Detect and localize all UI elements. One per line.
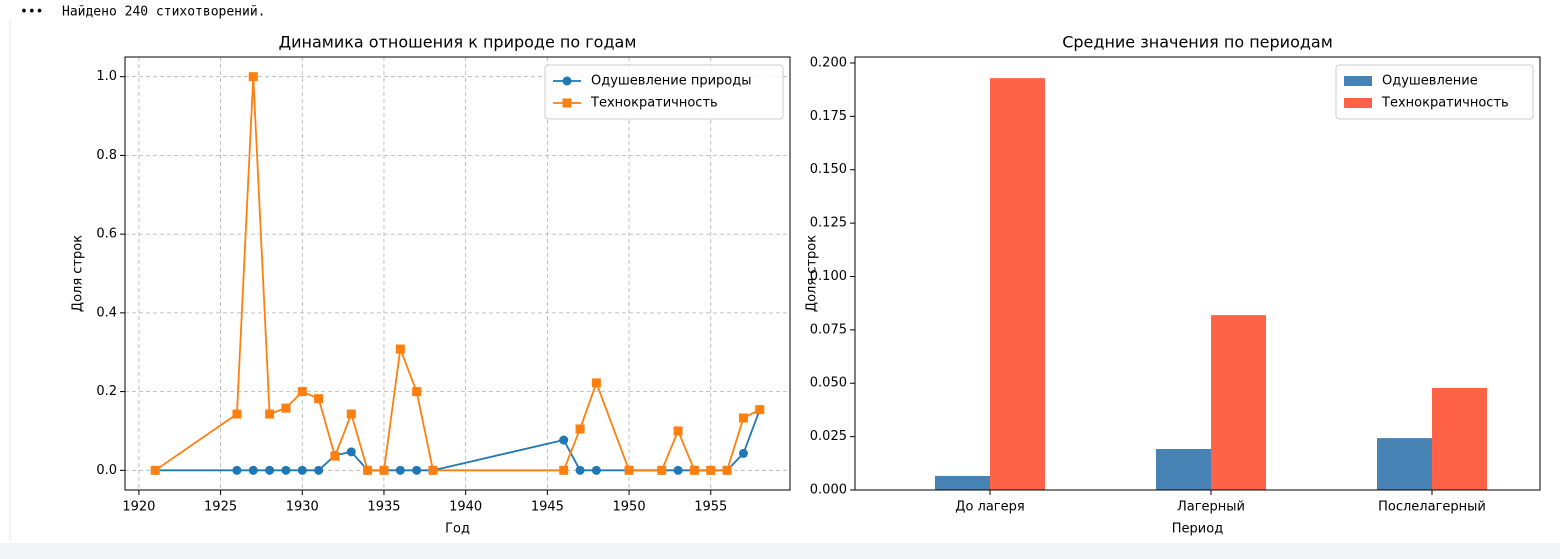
marker xyxy=(591,378,601,388)
marker xyxy=(265,409,275,419)
marker xyxy=(722,465,732,475)
marker xyxy=(673,465,683,475)
x-tick-label: 1920 xyxy=(122,500,155,515)
bar xyxy=(1156,449,1211,490)
chart-title: Средние значения по периодам xyxy=(1062,33,1333,52)
x-axis-label: Год xyxy=(445,522,470,537)
x-tick-label: 1950 xyxy=(613,500,646,515)
marker xyxy=(281,403,291,413)
legend-label: Технократичность xyxy=(1381,96,1509,111)
marker xyxy=(591,465,601,475)
marker xyxy=(297,465,307,475)
y-tick-label: 0.050 xyxy=(810,376,847,391)
y-tick-label: 0.4 xyxy=(96,305,117,320)
chart-title: Динамика отношения к природе по годам xyxy=(279,33,637,52)
marker xyxy=(575,424,585,434)
marker xyxy=(575,465,585,475)
marker xyxy=(314,394,324,404)
y-axis-label: Доля строк xyxy=(71,235,86,312)
marker xyxy=(297,387,307,397)
y-axis-label: Доля строк xyxy=(805,235,820,312)
bar xyxy=(990,78,1045,490)
y-tick-label: 0.150 xyxy=(810,162,847,177)
marker xyxy=(346,409,356,419)
marker xyxy=(412,387,422,397)
x-tick-label: Послелагерный xyxy=(1378,500,1486,515)
y-tick-label: 0.2 xyxy=(96,384,117,399)
y-tick-label: 0.100 xyxy=(810,269,847,284)
legend-box xyxy=(1335,64,1534,120)
legend-swatch xyxy=(1344,98,1372,108)
y-tick-label: 0.025 xyxy=(810,429,847,444)
output-text: Найдено 240 стихотворений. xyxy=(62,5,266,20)
marker xyxy=(657,465,667,475)
marker xyxy=(281,465,291,475)
marker xyxy=(346,447,356,457)
axes-frame xyxy=(124,56,791,491)
y-tick-label: 0.8 xyxy=(96,148,117,163)
y-tick-label: 0.125 xyxy=(810,216,847,231)
marker xyxy=(559,435,569,445)
legend-marker xyxy=(562,76,572,86)
axes-frame xyxy=(854,56,1541,491)
marker xyxy=(412,465,422,475)
x-tick-label: 1925 xyxy=(204,500,237,515)
y-tick-label: 0.175 xyxy=(810,109,847,124)
marker xyxy=(624,465,634,475)
legend-swatch xyxy=(1344,76,1372,86)
marker xyxy=(755,405,765,415)
marker xyxy=(363,465,373,475)
marker xyxy=(265,465,275,475)
marker xyxy=(395,344,405,354)
marker xyxy=(673,426,683,436)
y-tick-label: 0.200 xyxy=(810,55,847,70)
line xyxy=(155,409,761,472)
marker xyxy=(395,465,405,475)
x-tick-label: 1955 xyxy=(694,500,727,515)
marker xyxy=(232,409,242,419)
marker xyxy=(330,451,340,461)
x-tick-label: 1935 xyxy=(367,500,400,515)
y-tick-label: 0.000 xyxy=(810,483,847,498)
marker xyxy=(379,465,389,475)
y-tick-label: 0.6 xyxy=(96,227,117,242)
x-tick-label: Лагерный xyxy=(1177,500,1245,515)
line xyxy=(154,76,761,472)
cell-footer xyxy=(0,543,1560,559)
marker xyxy=(248,465,258,475)
x-tick-label: 1940 xyxy=(449,500,482,515)
legend-label: Одушевление xyxy=(1382,74,1478,89)
marker xyxy=(248,72,258,82)
marker xyxy=(428,465,438,475)
legend-box xyxy=(544,64,784,120)
marker xyxy=(706,465,716,475)
marker xyxy=(314,465,324,475)
bar xyxy=(935,475,990,490)
x-tick-label: 1930 xyxy=(286,500,319,515)
marker xyxy=(559,465,569,475)
legend-marker xyxy=(562,98,572,108)
x-axis-label: Период xyxy=(1172,522,1223,537)
marker xyxy=(232,465,242,475)
marker xyxy=(689,465,699,475)
marker xyxy=(738,413,748,423)
x-tick-label: До лагеря xyxy=(955,500,1024,515)
y-tick-label: 1.0 xyxy=(96,69,117,84)
bar xyxy=(1432,387,1487,490)
y-tick-label: 0.075 xyxy=(810,322,847,337)
marker xyxy=(150,465,160,475)
bar xyxy=(1377,438,1432,490)
bar xyxy=(1211,315,1266,490)
legend-label: Технократичность xyxy=(590,96,718,111)
y-tick-label: 0.0 xyxy=(96,463,117,478)
ellipsis-icon[interactable]: ••• xyxy=(20,5,43,20)
legend-label: Одушевление природы xyxy=(591,74,752,89)
x-tick-label: 1945 xyxy=(531,500,564,515)
marker xyxy=(738,448,748,458)
